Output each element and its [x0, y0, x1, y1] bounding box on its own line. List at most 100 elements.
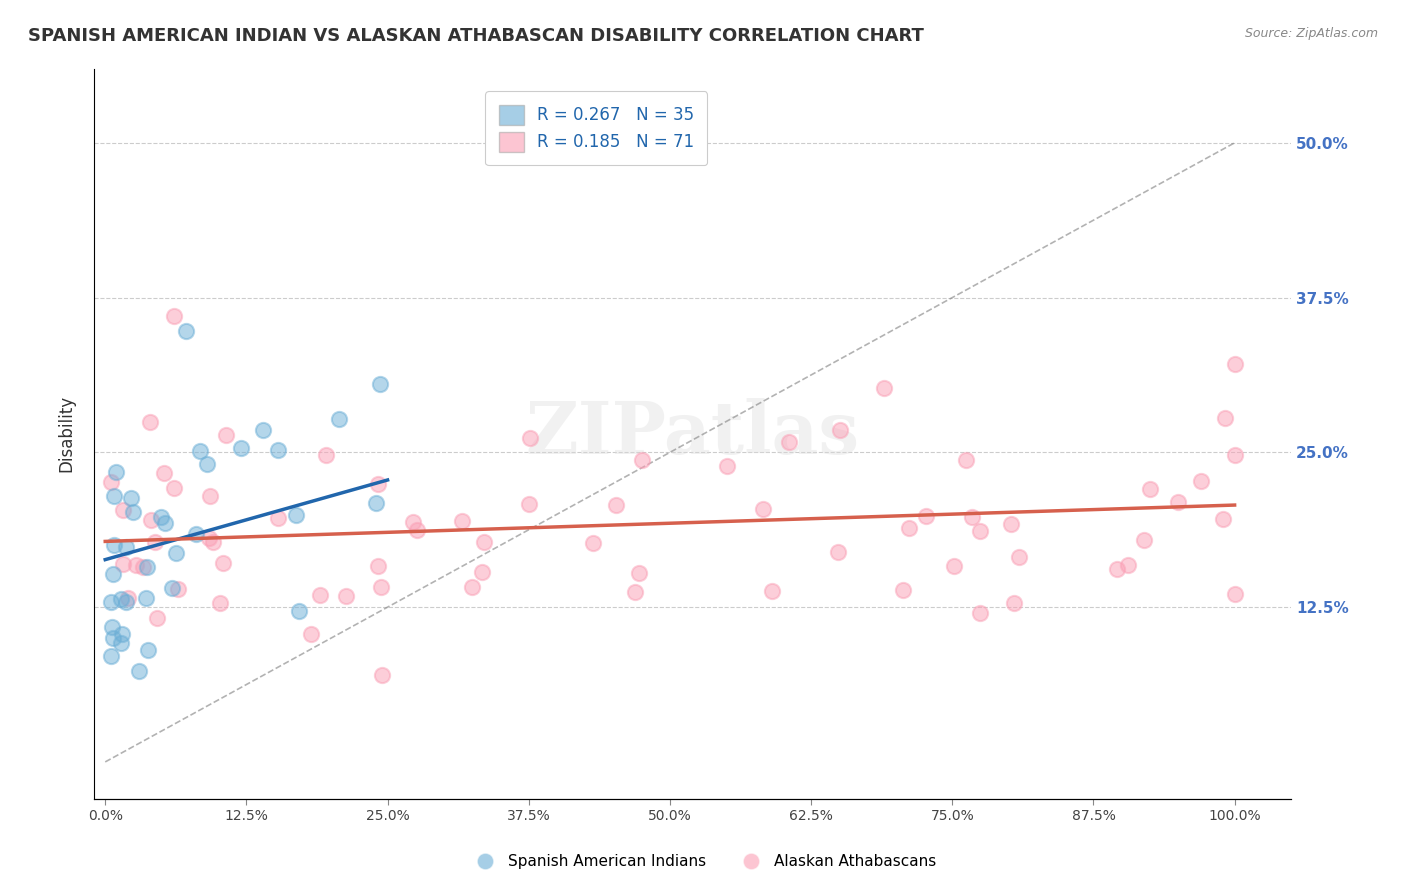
Point	[1212, 512, 1234, 526]
Point	[124, 558, 146, 572]
Point	[1133, 533, 1156, 548]
Point	[100, 475, 122, 489]
Point	[166, 582, 188, 596]
Point	[139, 513, 162, 527]
Point	[160, 581, 183, 595]
Point	[135, 560, 157, 574]
Point	[111, 558, 134, 572]
Point	[519, 431, 541, 445]
Point	[371, 668, 394, 682]
Point	[1167, 495, 1189, 509]
Point	[405, 523, 427, 537]
Point	[472, 535, 495, 549]
Point	[195, 457, 218, 471]
Point	[120, 491, 142, 505]
Point	[582, 536, 605, 550]
Legend: Spanish American Indians, Alaskan Athabascans: Spanish American Indians, Alaskan Athaba…	[463, 848, 943, 875]
Point	[105, 465, 128, 479]
Point	[117, 591, 139, 605]
Text: Source: ZipAtlas.com: Source: ZipAtlas.com	[1244, 27, 1378, 40]
Point	[778, 435, 800, 450]
Point	[110, 591, 132, 606]
Point	[335, 589, 357, 603]
Point	[401, 515, 423, 529]
Point	[198, 489, 221, 503]
Point	[1223, 448, 1246, 462]
Point	[212, 556, 235, 570]
Point	[215, 427, 238, 442]
Point	[288, 604, 311, 618]
Point	[284, 508, 307, 523]
Point	[267, 511, 290, 525]
Point	[368, 376, 391, 391]
Point	[174, 324, 197, 338]
Point	[163, 482, 186, 496]
Point	[752, 501, 775, 516]
Point	[252, 423, 274, 437]
Point	[1223, 357, 1246, 371]
Y-axis label: Disability: Disability	[58, 395, 75, 473]
Point	[955, 452, 977, 467]
Point	[1139, 482, 1161, 496]
Point	[101, 566, 124, 581]
Point	[1105, 562, 1128, 576]
Point	[1116, 558, 1139, 573]
Point	[1189, 475, 1212, 489]
Point	[110, 636, 132, 650]
Point	[149, 509, 172, 524]
Point	[627, 566, 650, 580]
Point	[309, 588, 332, 602]
Point	[364, 496, 387, 510]
Point	[103, 489, 125, 503]
Point	[100, 595, 122, 609]
Point	[128, 664, 150, 678]
Text: SPANISH AMERICAN INDIAN VS ALASKAN ATHABASCAN DISABILITY CORRELATION CHART: SPANISH AMERICAN INDIAN VS ALASKAN ATHAB…	[28, 27, 924, 45]
Point	[451, 514, 474, 528]
Point	[100, 649, 122, 664]
Point	[135, 591, 157, 605]
Point	[1213, 410, 1236, 425]
Point	[103, 538, 125, 552]
Point	[201, 534, 224, 549]
Point	[969, 606, 991, 620]
Point	[112, 503, 135, 517]
Point	[267, 442, 290, 457]
Point	[1002, 596, 1025, 610]
Point	[605, 498, 627, 512]
Point	[630, 453, 652, 467]
Point	[367, 477, 389, 491]
Point	[943, 559, 966, 574]
Point	[101, 620, 124, 634]
Point	[471, 566, 494, 580]
Point	[761, 583, 783, 598]
Point	[962, 509, 984, 524]
Point	[1223, 587, 1246, 601]
Point	[898, 521, 921, 535]
Legend: R = 0.267   N = 35, R = 0.185   N = 71: R = 0.267 N = 35, R = 0.185 N = 71	[485, 92, 707, 165]
Point	[299, 626, 322, 640]
Point	[132, 560, 155, 574]
Point	[328, 412, 350, 426]
Point	[184, 527, 207, 541]
Point	[891, 582, 914, 597]
Point	[121, 505, 143, 519]
Point	[163, 309, 186, 323]
Point	[153, 516, 176, 530]
Point	[915, 509, 938, 524]
Point	[114, 541, 136, 555]
Point	[110, 626, 132, 640]
Point	[827, 544, 849, 558]
Point	[139, 415, 162, 429]
Point	[1000, 516, 1022, 531]
Point	[367, 559, 389, 574]
Point	[197, 532, 219, 546]
Point	[1008, 550, 1031, 565]
Point	[315, 448, 337, 462]
Point	[101, 631, 124, 645]
Point	[828, 423, 851, 437]
Point	[231, 441, 253, 455]
Point	[624, 584, 647, 599]
Point	[115, 595, 138, 609]
Point	[153, 466, 176, 480]
Point	[188, 443, 211, 458]
